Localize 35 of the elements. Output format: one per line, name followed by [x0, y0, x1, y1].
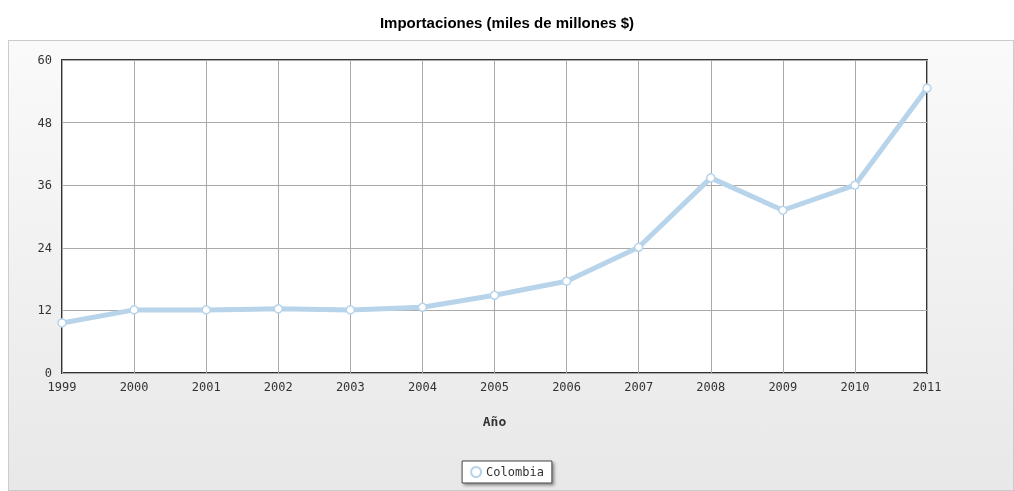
point	[706, 173, 716, 183]
point	[489, 290, 500, 301]
x-tick-label: 2008	[696, 380, 726, 394]
y-tick-label: 12	[37, 303, 52, 318]
point	[778, 205, 788, 215]
x-tick-label: 2000	[119, 380, 149, 394]
point	[129, 305, 139, 315]
y-tick-label: 48	[37, 115, 52, 130]
x-tick-label: 2011	[912, 380, 942, 394]
chart-title: Importaciones (miles de millones $)	[379, 14, 635, 31]
x-axis-title: Año	[482, 414, 507, 429]
point	[345, 305, 356, 315]
x-tick-label: 2002	[263, 380, 293, 394]
x-tick-label: 2005	[480, 380, 509, 394]
y-tick-label: 24	[37, 240, 52, 255]
point	[57, 318, 67, 328]
x-tick-label: 2003	[335, 380, 365, 394]
x-tick-label: 2006	[552, 380, 582, 394]
y-tick-label: 0	[44, 366, 52, 380]
legend-label: Colombia	[486, 465, 544, 479]
x-tick-label: 1999	[47, 380, 77, 394]
point	[633, 242, 644, 253]
point	[561, 276, 572, 286]
y-tick-label: 36	[37, 178, 52, 193]
x-tick-label: 2010	[840, 380, 870, 394]
y-tick-label: 60	[37, 53, 52, 67]
point	[201, 305, 211, 315]
point	[273, 304, 283, 314]
x-tick-label: 2001	[191, 380, 221, 394]
point	[922, 83, 932, 93]
point	[417, 302, 428, 313]
x-tick-label: 2004	[407, 380, 437, 394]
x-tick-label: 2009	[768, 380, 798, 394]
point	[850, 180, 860, 190]
x-tick-label: 2007	[624, 380, 654, 394]
